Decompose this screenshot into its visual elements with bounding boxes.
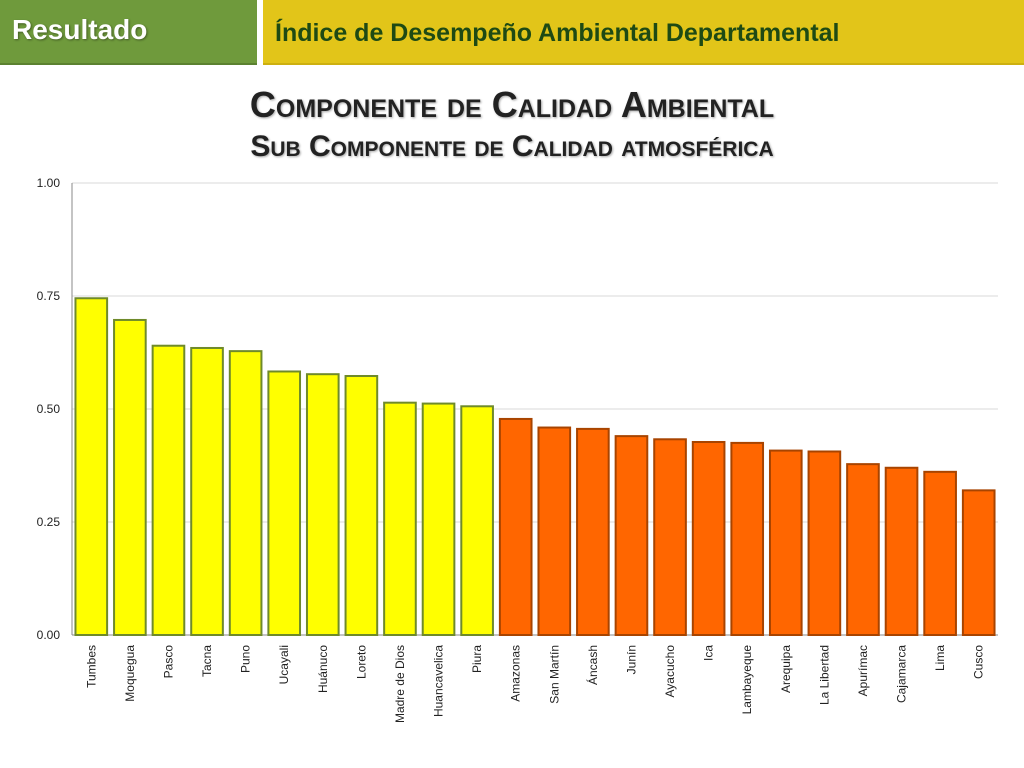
- x-tick-label: Moquegua: [123, 645, 137, 702]
- section-label: Resultado: [12, 14, 148, 45]
- bar: [267, 370, 302, 636]
- bar: [730, 441, 765, 636]
- bar: [151, 344, 186, 636]
- x-tick-label: San Martín: [547, 645, 561, 704]
- gridlines: [71, 182, 998, 636]
- bar: [923, 470, 957, 636]
- y-tick-label: 0.75: [37, 289, 61, 303]
- bar: [498, 417, 533, 636]
- chart-title: Componente de Calidad Ambiental: [249, 84, 775, 125]
- bar: [691, 440, 726, 636]
- x-tick-label: Tacna: [200, 645, 214, 677]
- x-axis-labels: Tumbes Moquegua Pasco Tacna Puno Ucayali Huánu…: [84, 645, 985, 723]
- page-title: Índice de Desempeño Ambiental Departamen…: [275, 19, 840, 47]
- x-tick-label: Ucayali: [277, 645, 291, 684]
- x-tick-label: Pasco: [161, 645, 175, 679]
- title-header: Índice de Desempeño Ambiental Departamen…: [263, 0, 1024, 65]
- x-tick-label: Amazonas: [509, 645, 523, 702]
- bar: [846, 463, 880, 637]
- x-tick-label: Piura: [470, 645, 484, 673]
- x-tick-label: Huánuco: [316, 645, 330, 693]
- x-tick-label: Ayacucho: [663, 645, 677, 698]
- bar: [460, 405, 494, 636]
- x-tick-label: Cusco: [972, 645, 986, 679]
- bar-chart: 0.00 0.25 0.50 0.75 1.00 Tumbes Moquegua Pasco…: [37, 176, 998, 723]
- bar: [113, 318, 147, 636]
- y-tick-label: 1.00: [37, 176, 61, 190]
- x-tick-label: Loreto: [354, 645, 368, 679]
- bars: [74, 297, 996, 637]
- bar: [653, 438, 687, 636]
- x-tick-label: Ica: [702, 645, 716, 661]
- bar: [884, 466, 919, 637]
- bar: [537, 426, 572, 637]
- x-tick-label: Puno: [239, 645, 253, 673]
- y-axis-labels: 0.00 0.25 0.50 0.75 1.00: [37, 176, 61, 642]
- bar: [961, 489, 996, 636]
- x-tick-label: Madre de Dios: [393, 645, 407, 723]
- bar: [190, 346, 224, 636]
- x-tick-label: Áncash: [585, 645, 600, 685]
- x-tick-label: Huancavelica: [432, 645, 446, 717]
- bar: [383, 401, 417, 636]
- x-tick-label: Tumbes: [84, 645, 98, 688]
- x-tick-label: Lambayeque: [740, 645, 754, 715]
- bar: [807, 450, 842, 636]
- y-tick-label: 0.50: [37, 402, 61, 416]
- bar: [344, 375, 379, 636]
- section-header: Resultado: [0, 0, 257, 65]
- chart-subtitle: Sub Componente de Calidad atmosférica: [250, 130, 774, 163]
- y-tick-label: 0.00: [37, 628, 61, 642]
- x-tick-label: Lima: [933, 645, 947, 671]
- x-tick-label: Apurímac: [856, 645, 870, 696]
- bar: [74, 297, 109, 636]
- bar: [768, 449, 803, 637]
- bar: [421, 402, 456, 636]
- x-tick-label: Arequipa: [779, 645, 793, 693]
- bar: [305, 373, 340, 636]
- x-tick-label: Cajamarca: [895, 645, 909, 703]
- bar: [576, 427, 610, 636]
- x-tick-label: Junín: [624, 645, 638, 674]
- bar: [228, 350, 263, 636]
- bar: [614, 435, 649, 636]
- y-tick-label: 0.25: [37, 515, 61, 529]
- x-tick-label: La Libertad: [817, 645, 831, 705]
